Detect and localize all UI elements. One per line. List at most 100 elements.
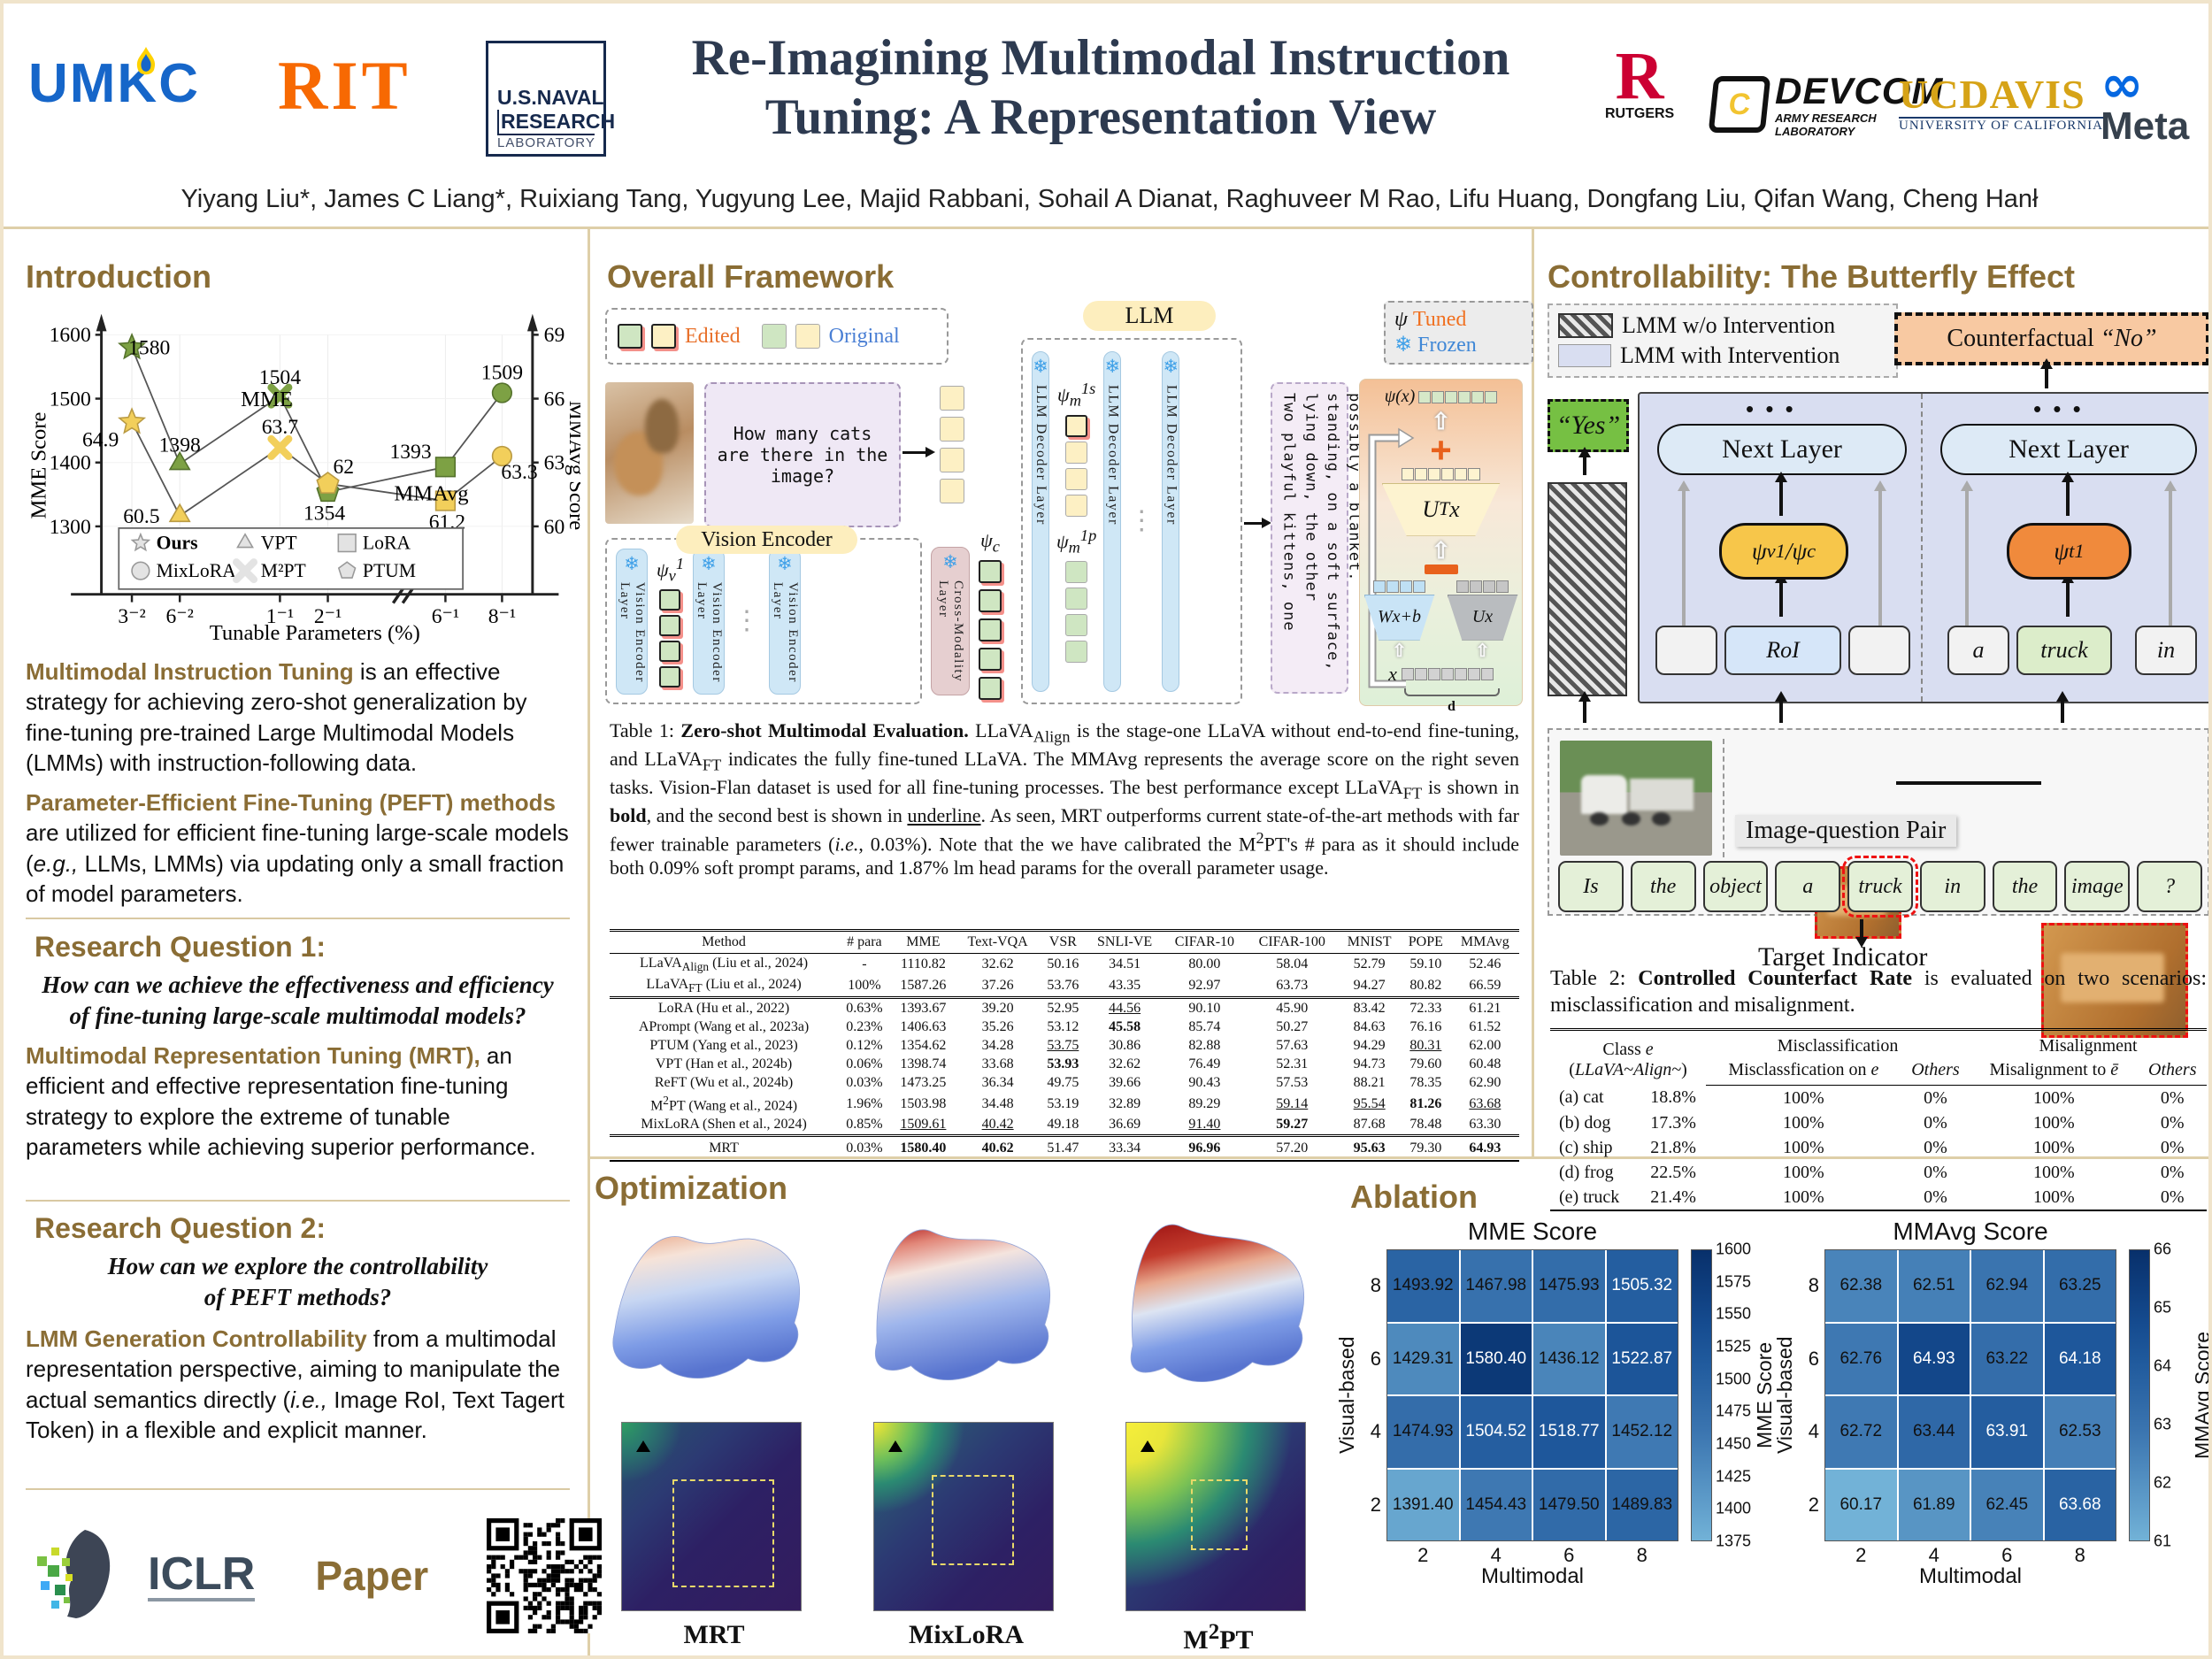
umkc-flame-icon [133, 29, 159, 92]
heatmap-xtick: 4 [1928, 1544, 1939, 1566]
table1-cell: 34.48 [981, 1095, 1014, 1111]
llm-decoder-layer-2: ❄ LLM Decoder Layer [1103, 350, 1122, 692]
table1-cell: 45.58 [1109, 1018, 1141, 1034]
heatmap-cell: 1474.93 [1387, 1396, 1459, 1468]
heatmap-ytick: 2 [1370, 1493, 1381, 1516]
table1-cell: 53.75 [1047, 1037, 1079, 1053]
table2-cell: 0% [2160, 1162, 2185, 1182]
table2-row: (d) frog 22.5% 100% 0% 100% 0% [1550, 1160, 2207, 1185]
opt-label-m2pt: M2PT [1183, 1620, 1254, 1655]
svg-text:69: 69 [544, 324, 565, 347]
title-line-2: Tuning: A Representation View [764, 89, 1437, 146]
table1-cell: 1509.61 [900, 1117, 947, 1133]
token-in: in [2135, 626, 2197, 675]
svg-text:62: 62 [333, 456, 354, 479]
paper-label: Paper [315, 1553, 429, 1599]
nrl-line1: U.S.NAVAL [497, 86, 604, 109]
lmm-wo-intervention-bar [1548, 482, 1627, 696]
table1-cell: 52.31 [1276, 1056, 1309, 1071]
output-arrow-icon [1244, 518, 1271, 528]
cross-modality-label: Cross-Modality Layer [936, 580, 965, 683]
table2-cell: 0% [1924, 1137, 1947, 1157]
table2-cell: 100% [1783, 1087, 1824, 1108]
para4-lead: LMM Generation Controllability [26, 1325, 367, 1352]
svg-text:PTUM: PTUM [363, 560, 416, 581]
table1-cell: 58.04 [1276, 956, 1309, 972]
blue-swatch [1558, 344, 1611, 367]
table1-header: Text-VQA [956, 929, 1041, 954]
table1-header: VSR [1040, 929, 1087, 954]
table1-cell: 96.96 [1188, 1140, 1221, 1156]
svg-text:1400: 1400 [50, 452, 91, 475]
loss-map-m2pt [1125, 1422, 1306, 1611]
svg-text:LoRA: LoRA [363, 533, 411, 554]
table1-cell: 61.21 [1469, 1000, 1502, 1016]
table1-cell: 0.03% [846, 1074, 883, 1090]
table2-caption: Table 2: Controlled Counterfact Rate is … [1550, 967, 2208, 1017]
table2-cell: 22.5% [1650, 1162, 1696, 1182]
table2-cell: (c) ship [1559, 1137, 1613, 1157]
heatmap-cell: 1475.93 [1533, 1250, 1605, 1322]
svg-text:1393: 1393 [389, 441, 431, 464]
header-divider [4, 227, 2208, 229]
rit-logo: RIT [278, 47, 411, 124]
table1-cell: 52.95 [1047, 1000, 1079, 1016]
heatmap-xlabel: Multimodal [1918, 1564, 2023, 1588]
title-line-1: Re-Imagining Multimodal Instruction [691, 30, 1510, 86]
iclr-text: ICLR [148, 1550, 256, 1602]
colorbar-tick: 65 [2154, 1298, 2172, 1317]
rq1-text: How can we achieve the effectiveness and… [42, 972, 554, 1030]
table1-cell: LLaVAFT (Liu et al., 2024) [646, 976, 802, 995]
tuned-frozen-legend: ψ Tuned ❄ Frozen [1384, 301, 1533, 365]
table2-header: Others [1901, 1058, 1970, 1086]
table1-header: CIFAR-10 [1163, 929, 1247, 954]
table1-cell: 95.63 [1353, 1140, 1386, 1156]
heatmap-grid: 1493.92 1467.98 1475.93 1505.32 1429.31 1580.… [1386, 1249, 1678, 1541]
original-yellow-swatch [795, 324, 820, 349]
svg-text:6⁻²: 6⁻² [166, 605, 194, 628]
table1-cell: 66.59 [1469, 978, 1502, 994]
table1-cell: MixLoRA (Shen et al., 2024) [641, 1117, 807, 1133]
svg-text:MixLoRA: MixLoRA [157, 560, 237, 581]
para3-lead: Multimodal Representation Tuning (MRT), [26, 1042, 480, 1069]
gray-arrow-icon [1874, 480, 1886, 635]
llm-pill: LLM [1083, 301, 1216, 331]
framework-heading: Overall Framework [607, 258, 895, 295]
table1-cell: 72.33 [1409, 1000, 1442, 1016]
heatmap-cell: 62.94 [1971, 1250, 2043, 1322]
table1-cell: 63.73 [1276, 978, 1309, 994]
opt-panel-mixlora: MixLoRA [850, 1200, 1082, 1650]
question-token: the [1630, 861, 1696, 912]
controllability-diagram: LMM w/o Intervention LMM with Interventi… [1548, 300, 2208, 1038]
intro-para-1: Multimodal Instruction Tuning is an effe… [26, 657, 570, 778]
qr-code [487, 1518, 603, 1633]
colorbar-tick: 64 [2154, 1356, 2172, 1375]
table1-row: APrompt (Wang et al., 2023a) 0.23% 1406.63… [610, 1018, 1519, 1036]
d-label: d [1448, 698, 1455, 714]
table2-cell: 100% [1783, 1162, 1824, 1182]
table1-cell: 62.00 [1469, 1037, 1502, 1053]
table1-cell: 63.68 [1469, 1095, 1502, 1111]
meta-infinity-icon: ∞ [2101, 54, 2144, 114]
column-divider-left [588, 229, 590, 1655]
table2-cell: 0% [1924, 1187, 1947, 1207]
yes-box: “Yes” [1548, 399, 1629, 452]
devcom-icon: C [1708, 75, 1771, 133]
table1-row: LLaVAFT (Liu et al., 2024) 100% 1587.26 37.… [610, 975, 1519, 998]
vision-layer-label: Vision Encoder Layer [618, 581, 647, 683]
section-divider-3 [26, 1488, 570, 1490]
table1-cell: 80.31 [1409, 1037, 1442, 1053]
table1-cell: - [862, 956, 867, 972]
table1-cell: 59.27 [1276, 1117, 1309, 1133]
devcom-text: DEVCOM [1775, 70, 1944, 111]
table1-cell: 57.53 [1276, 1074, 1309, 1090]
bottom-divider [590, 1156, 2208, 1159]
table1-cell: LoRA (Hu et al., 2022) [657, 1000, 790, 1016]
heatmap-cell: 1454.43 [1460, 1469, 1532, 1540]
svg-text:63: 63 [544, 452, 565, 475]
table1-cell: 32.89 [1109, 1095, 1141, 1111]
vision-encoder-layer-3: ❄ Vision Encoder Layer [768, 548, 801, 695]
